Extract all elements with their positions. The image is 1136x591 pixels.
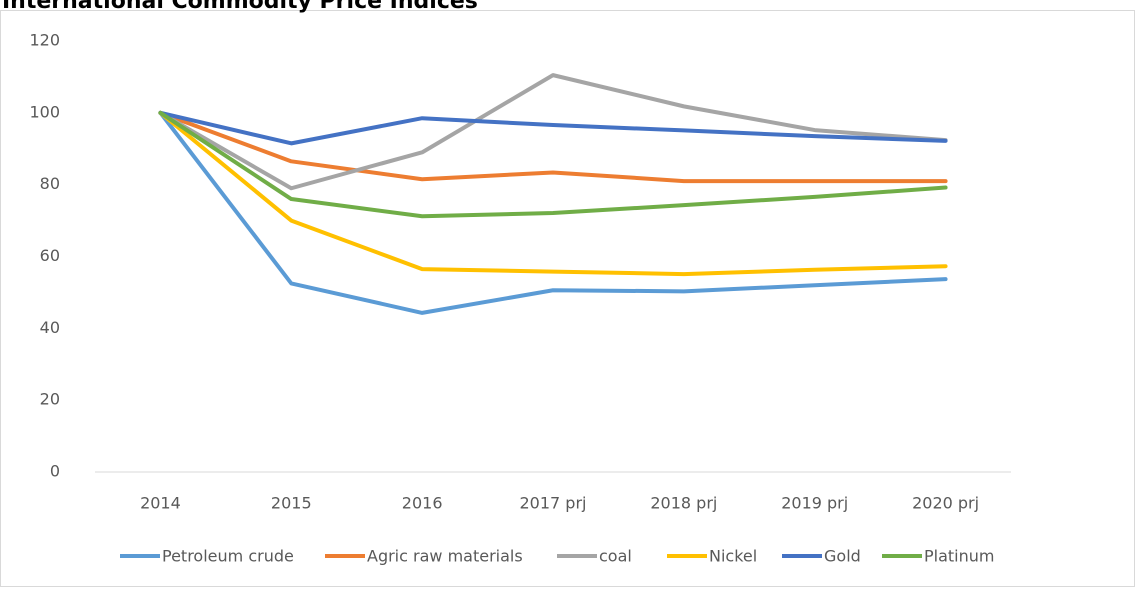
- line-series: [158, 73, 948, 191]
- y-tick-label: 20: [40, 390, 60, 409]
- line-series: [158, 110, 948, 315]
- x-tick-label: 2020 prj: [912, 494, 979, 513]
- legend-label: Platinum: [924, 547, 994, 566]
- x-tick-label: 2019 prj: [781, 494, 848, 513]
- legend-label: coal: [599, 547, 632, 566]
- legend-label: Gold: [824, 547, 861, 566]
- y-tick-label: 100: [29, 102, 60, 121]
- y-tick-label: 0: [50, 462, 60, 481]
- x-tick-label: 2015: [271, 494, 312, 513]
- line-series: [158, 110, 948, 184]
- legend-label: Petroleum crude: [162, 547, 294, 566]
- legend-label: Agric raw materials: [367, 547, 523, 566]
- x-tick-label: 2018 prj: [650, 494, 717, 513]
- y-tick-label: 60: [40, 246, 60, 265]
- legend-label: Nickel: [709, 547, 757, 566]
- x-tick-label: 2016: [402, 494, 443, 513]
- x-tick-label: 2014: [140, 494, 181, 513]
- chart-title: International Commodity Price Indices: [2, 0, 478, 14]
- y-tick-label: 80: [40, 174, 60, 193]
- chart-frame: [0, 10, 1135, 587]
- y-tick-label: 40: [40, 318, 60, 337]
- line-series: [158, 110, 948, 277]
- x-tick-label: 2017 prj: [520, 494, 587, 513]
- line-series: [158, 110, 948, 219]
- line-series: [158, 110, 948, 146]
- y-tick-label: 120: [29, 31, 60, 50]
